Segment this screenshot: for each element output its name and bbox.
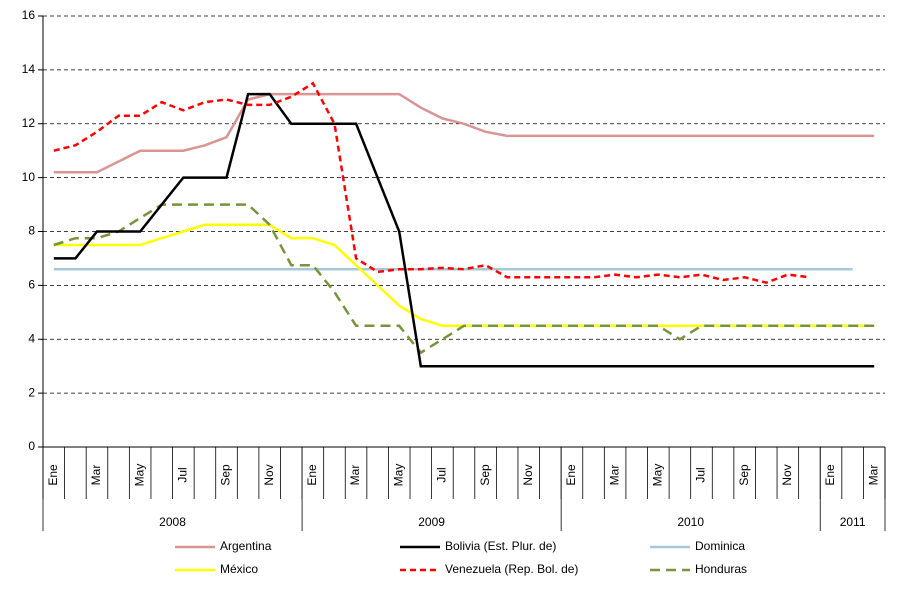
x-tick-label: Mar bbox=[607, 465, 621, 486]
group-label: 2008 bbox=[159, 515, 186, 529]
y-tick-label: 8 bbox=[28, 224, 35, 238]
x-tick-label: Sep bbox=[737, 464, 751, 486]
series-line bbox=[53, 81, 810, 285]
y-tick-label: 14 bbox=[22, 62, 36, 76]
x-tick-label: May bbox=[650, 464, 664, 487]
x-tick-label: Jul bbox=[176, 467, 190, 482]
y-tick-label: 10 bbox=[22, 170, 36, 184]
series-line bbox=[53, 92, 875, 368]
x-tick-label: Jul bbox=[435, 467, 449, 482]
x-tick-label: Mar bbox=[89, 465, 103, 486]
y-tick-label: 16 bbox=[22, 8, 36, 22]
y-tick-label: 6 bbox=[28, 278, 35, 292]
group-label: 2011 bbox=[840, 515, 866, 529]
y-tick-label: 4 bbox=[28, 331, 35, 345]
x-tick-label: May bbox=[132, 464, 146, 487]
x-tick-label: Ene bbox=[305, 464, 319, 486]
x-tick-label: Sep bbox=[478, 464, 492, 486]
group-label: 2009 bbox=[418, 515, 445, 529]
legend-label: México bbox=[220, 562, 258, 576]
x-tick-label: Nov bbox=[521, 464, 535, 485]
y-tick-label: 0 bbox=[28, 439, 35, 453]
x-tick-label: Sep bbox=[219, 464, 233, 486]
y-tick-label: 2 bbox=[28, 385, 35, 399]
y-tick-label: 12 bbox=[22, 116, 36, 130]
group-label: 2010 bbox=[677, 515, 704, 529]
x-tick-label: Nov bbox=[780, 464, 794, 485]
series-line bbox=[53, 92, 875, 174]
x-tick-label: Ene bbox=[823, 464, 837, 486]
x-tick-label: Ene bbox=[564, 464, 578, 486]
legend-label: Dominica bbox=[695, 539, 745, 553]
legend-label: Bolivia (Est. Plur. de) bbox=[445, 539, 556, 553]
x-tick-label: Jul bbox=[694, 467, 708, 482]
x-tick-label: May bbox=[391, 464, 405, 487]
legend-label: Honduras bbox=[695, 562, 747, 576]
x-tick-label: Ene bbox=[46, 464, 60, 486]
x-tick-label: Mar bbox=[348, 465, 362, 486]
series-line bbox=[53, 223, 875, 328]
series-line bbox=[53, 203, 875, 355]
x-tick-label: Nov bbox=[262, 464, 276, 485]
legend-label: Argentina bbox=[220, 539, 272, 553]
legend-label: Venezuela (Rep. Bol. de) bbox=[445, 562, 578, 576]
x-tick-label: Mar bbox=[866, 465, 880, 486]
